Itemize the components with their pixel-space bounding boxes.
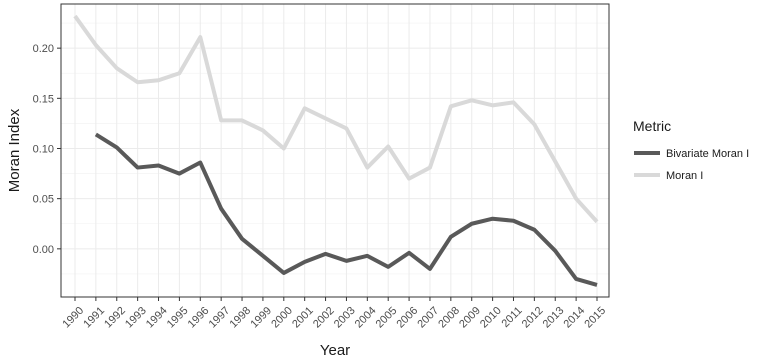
series-line-moran-i [73,14,599,224]
y-axis: 0.00 0.05 0.10 0.15 0.20 [33,43,61,256]
y-tick-label: 0.15 [33,93,54,105]
gridlines [61,4,609,297]
y-axis-title: Moran Index [6,108,23,192]
legend-title: Metric [633,118,671,134]
legend: Metric Bivariate Moran I Moran I [633,118,749,182]
y-tick-label: 0.05 [33,194,54,206]
series-lines [73,14,599,287]
legend-label: Bivariate Moran I [666,148,749,160]
y-tick-label: 0.20 [33,43,54,55]
y-tick-label: 0.00 [33,244,54,256]
y-tick-label: 0.10 [33,143,54,155]
x-axis-title: Year [320,342,350,359]
series-line-bivariate-moran-i [94,132,598,287]
plot-panel-border [60,3,610,298]
legend-label: Moran I [666,170,703,182]
